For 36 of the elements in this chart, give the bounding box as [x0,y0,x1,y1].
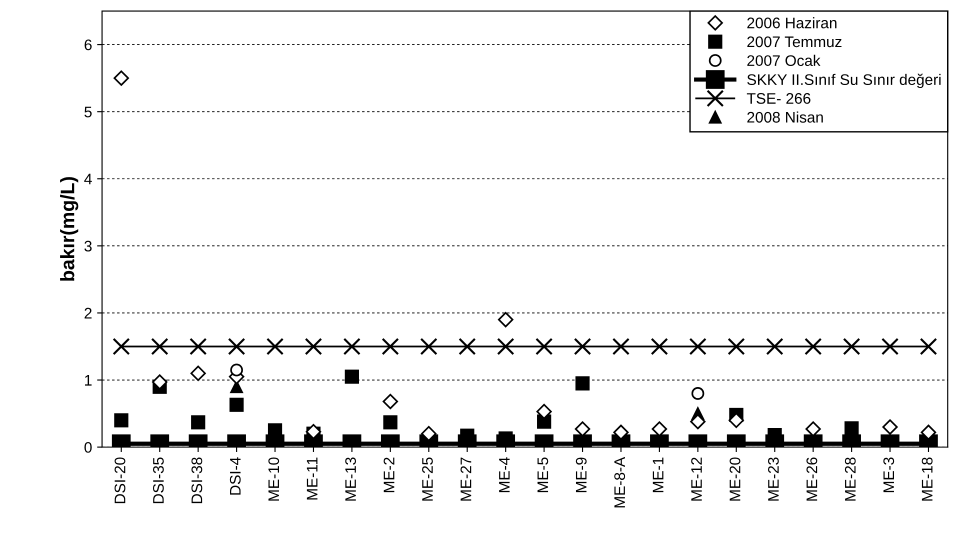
y-tick-label: 5 [84,106,92,118]
x-tick-label: ME-3 [883,458,894,492]
x-tick-label: ME-8-A [614,456,626,508]
x-tick-label: ME-10 [268,457,280,501]
y-tick-label: 4 [84,174,92,184]
y-tick-label: 0 [84,442,92,453]
x-tick-label: ME-27 [460,458,472,501]
y-tick-label: 1 [85,375,92,386]
x-tick-label: ME-26 [806,458,818,501]
y-tick-label: 3 [84,240,92,252]
legend-label: SKKY II.Sınıf Su Sınır değeri [747,74,941,88]
x-tick-label: ME-18 [922,458,933,501]
x-tick-label: DSI-20 [114,457,126,504]
x-tick-label: ME-9 [576,458,587,492]
x-tick-label: ME-28 [844,458,856,501]
x-tick-label: ME-23 [768,458,779,501]
x-tick-label: ME-13 [345,458,356,501]
x-tick-label: ME-25 [422,457,433,501]
legend-label: 2006 Haziran [747,17,836,28]
legend-label: TSE- 266 [746,93,810,104]
x-tick-label: ME-20 [730,457,740,501]
legend-label: 2007 Temmuz [747,36,842,48]
x-tick-label: ME-4 [499,457,510,492]
x-tick-label: ME-2 [384,458,394,492]
x-tick-label: ME-11 [306,458,318,500]
x-tick-label: ME-1 [652,458,664,492]
x-tick-label: ME-12 [691,458,702,501]
y-tick-label: 2 [84,308,92,318]
x-tick-label: DSI-35 [153,457,164,504]
y-axis-title: bakır(mg/L) [60,177,78,281]
legend-label: 2008 Nisan [747,111,823,123]
x-tick-label: DSI-38 [191,458,202,504]
legend-label: 2007 Ocak [747,54,820,66]
x-tick-label: DSI-4 [230,457,241,495]
y-tick-label: 6 [84,39,92,50]
x-tick-label: ME-5 [538,457,548,492]
